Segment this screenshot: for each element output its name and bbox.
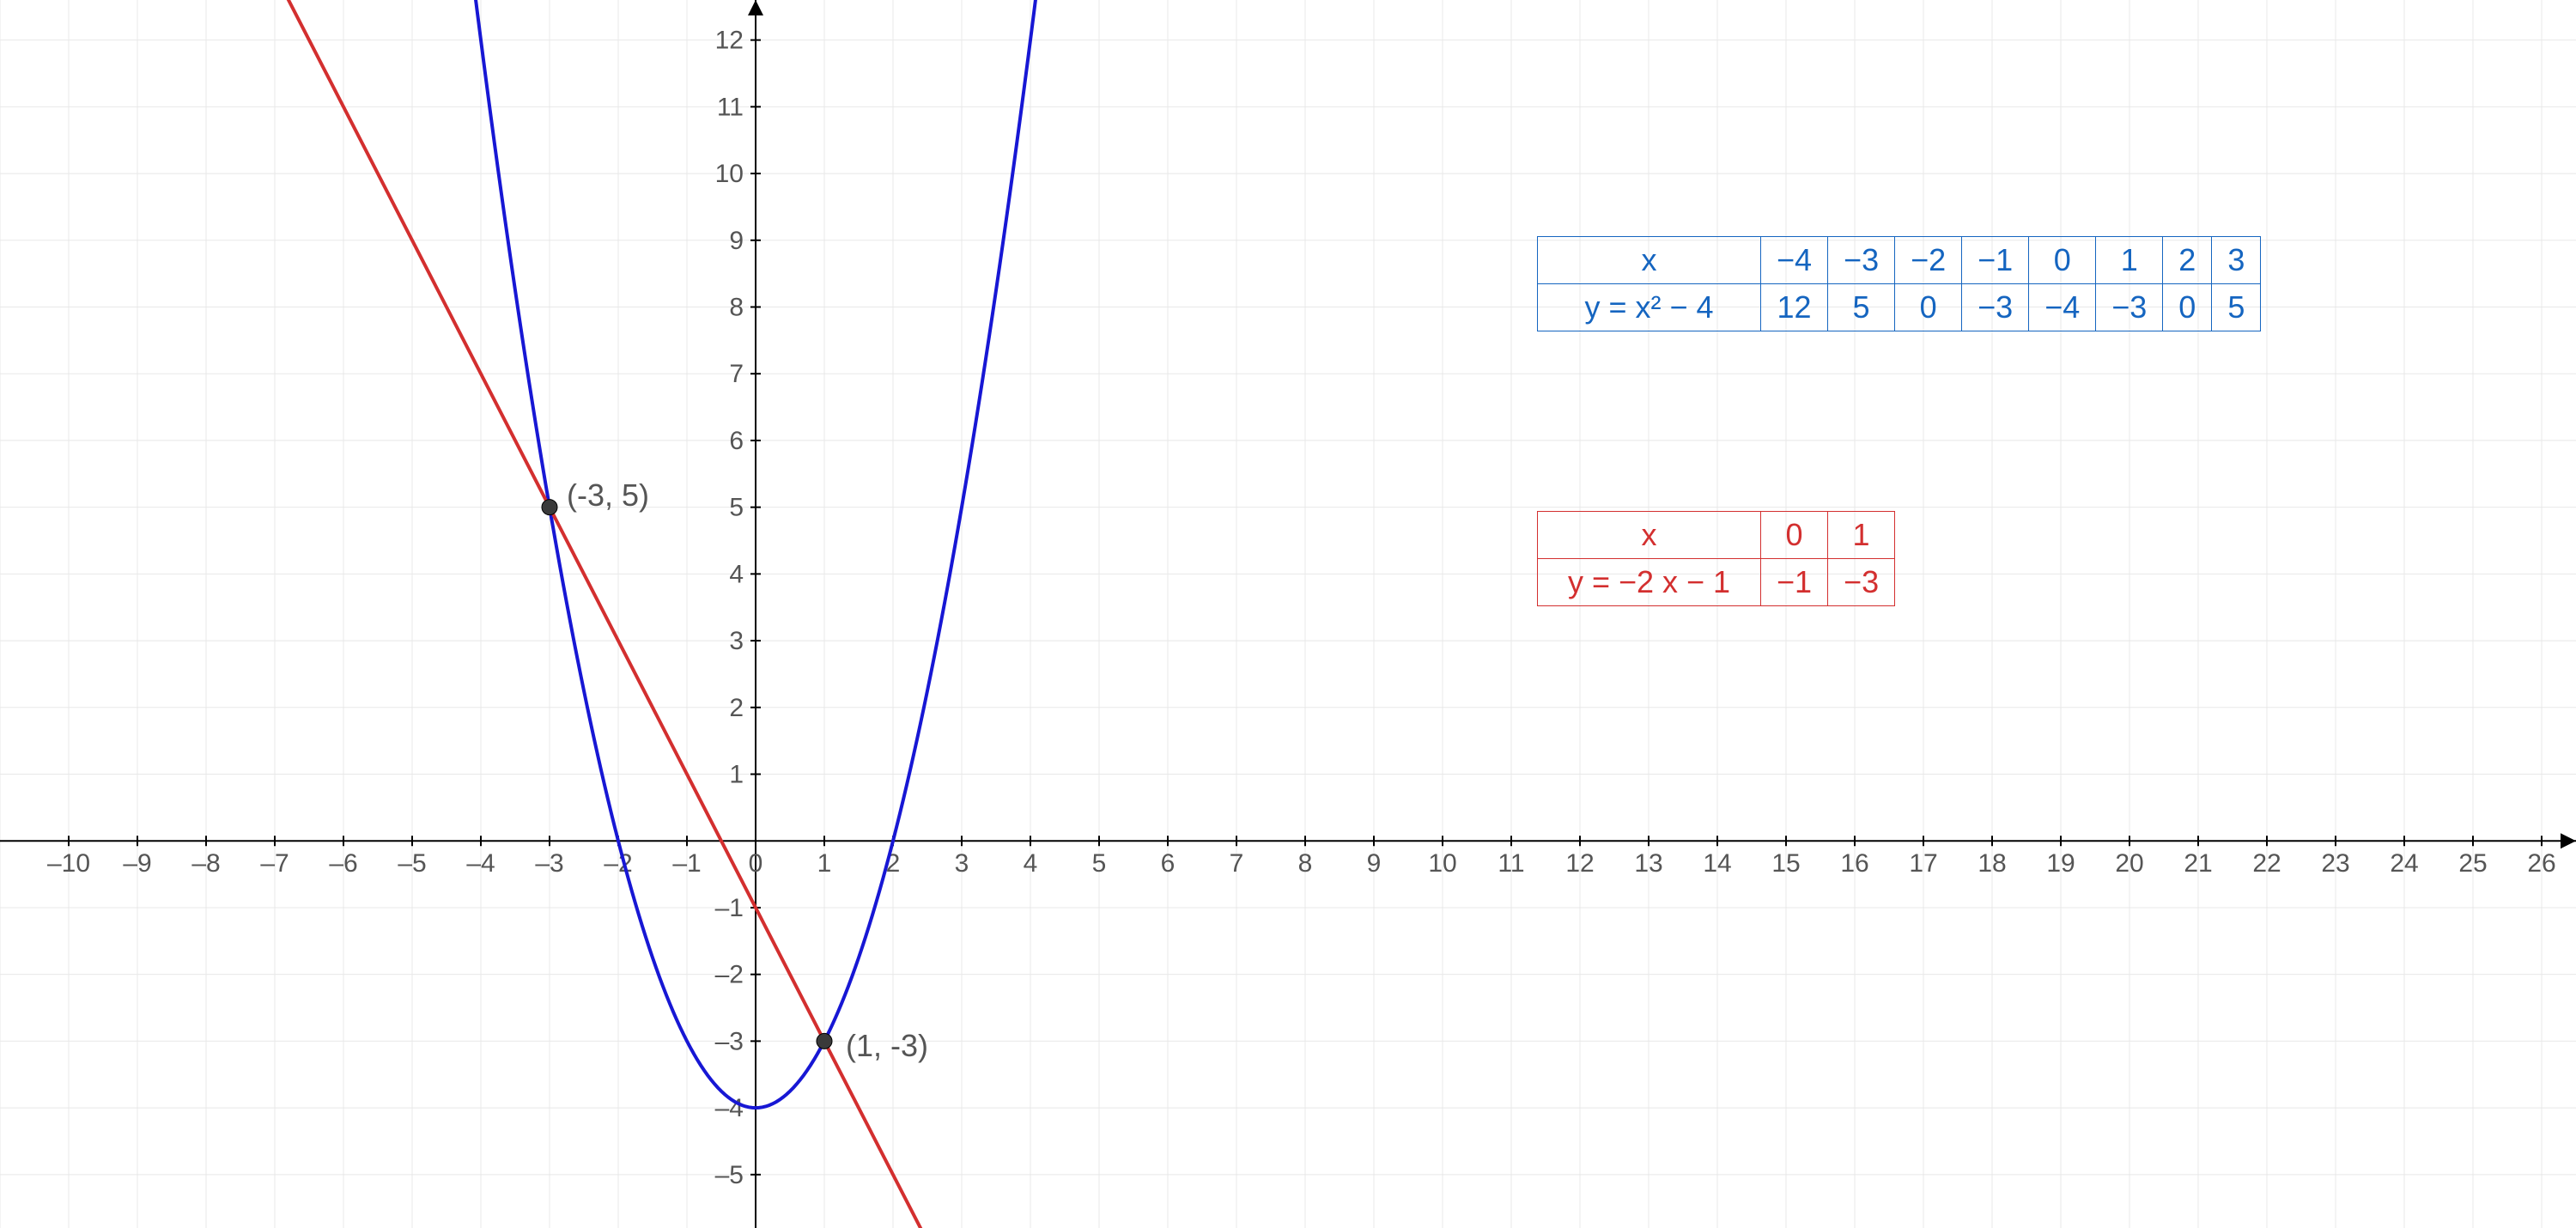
- table-x-value: −1: [1962, 237, 2029, 284]
- x-tick-label: –3: [535, 849, 563, 878]
- table-x-value: −4: [1761, 237, 1828, 284]
- coordinate-chart: –10–9–8–7–6–5–4–3–2–10123456789101112131…: [0, 0, 2576, 1228]
- x-tick-label: 19: [2046, 849, 2075, 878]
- x-tick-label: 24: [2390, 849, 2418, 878]
- table-y-value: 0: [1895, 284, 1962, 331]
- grid: [0, 0, 2576, 1228]
- y-tick-label: 8: [729, 294, 744, 322]
- x-tick-label: 20: [2115, 849, 2143, 878]
- table-row-label: y = −2 x − 1: [1538, 559, 1761, 606]
- table-x-value: 2: [2163, 237, 2212, 284]
- table-x-value: −3: [1828, 237, 1895, 284]
- x-tick-label: 21: [2184, 849, 2212, 878]
- table-y-value: 12: [1761, 284, 1828, 331]
- x-tick-label: –7: [260, 849, 289, 878]
- x-tick-label: –8: [191, 849, 220, 878]
- table-x-value: 0: [1761, 512, 1828, 559]
- x-tick-label: –4: [466, 849, 495, 878]
- intersection-point: [542, 500, 557, 515]
- line-table: x01 y = −2 x − 1−1−3: [1537, 511, 1895, 606]
- table-y-value: −3: [1962, 284, 2029, 331]
- intersection-point: [817, 1033, 832, 1049]
- x-tick-label: –9: [123, 849, 151, 878]
- table-x-value: −2: [1895, 237, 1962, 284]
- table-y-value: 5: [1828, 284, 1895, 331]
- x-tick-label: 7: [1230, 849, 1244, 878]
- y-tick-label: 6: [729, 427, 744, 455]
- parabola-value-table: x−4−3−2−10123y = x² − 41250−3−4−305: [1537, 236, 2261, 331]
- x-tick-label: 9: [1367, 849, 1382, 878]
- table-y-value: 5: [2212, 284, 2261, 331]
- x-tick-label: 14: [1703, 849, 1731, 878]
- axis-ticks: –10–9–8–7–6–5–4–3–2–10123456789101112131…: [47, 27, 2556, 1189]
- x-tick-label: 18: [1978, 849, 2006, 878]
- y-tick-label: 3: [729, 627, 744, 655]
- x-tick-label: –1: [672, 849, 701, 878]
- table-header-x: x: [1538, 237, 1761, 284]
- y-tick-label: –1: [715, 894, 744, 922]
- x-tick-label: 1: [817, 849, 832, 878]
- x-tick-label: 23: [2321, 849, 2349, 878]
- x-tick-label: 17: [1909, 849, 1937, 878]
- x-tick-label: 0: [749, 849, 763, 878]
- line-curve: [206, 0, 1099, 1228]
- y-tick-label: 1: [729, 761, 744, 789]
- chart-container: –10–9–8–7–6–5–4–3–2–10123456789101112131…: [0, 0, 2576, 1228]
- table-y-value: 0: [2163, 284, 2212, 331]
- x-tick-label: 3: [955, 849, 969, 878]
- x-tick-label: 12: [1565, 849, 1594, 878]
- table-y-value: −1: [1761, 559, 1828, 606]
- y-tick-label: 2: [729, 694, 744, 722]
- y-tick-label: –3: [715, 1027, 744, 1055]
- table-y-value: −4: [2029, 284, 2096, 331]
- y-tick-label: 7: [729, 360, 744, 388]
- y-tick-label: 12: [715, 27, 744, 55]
- x-tick-label: 5: [1092, 849, 1107, 878]
- x-tick-label: –6: [329, 849, 357, 878]
- y-tick-label: 11: [717, 93, 744, 121]
- table-x-value: 1: [1828, 512, 1895, 559]
- point-label: (-3, 5): [567, 477, 649, 514]
- x-tick-label: 4: [1024, 849, 1038, 878]
- table-x-value: 3: [2212, 237, 2261, 284]
- x-tick-label: 25: [2458, 849, 2487, 878]
- axes: [0, 0, 2576, 1228]
- parabola-table: x−4−3−2−10123y = x² − 41250−3−4−305: [1537, 236, 2261, 331]
- x-tick-label: –5: [398, 849, 426, 878]
- table-y-value: −3: [1828, 559, 1895, 606]
- x-tick-label: 8: [1298, 849, 1313, 878]
- table-y-value: −3: [2096, 284, 2163, 331]
- x-tick-label: 11: [1498, 849, 1524, 878]
- x-tick-label: –10: [47, 849, 90, 878]
- table-header-x: x: [1538, 512, 1761, 559]
- y-tick-label: 10: [715, 160, 744, 188]
- y-tick-label: 9: [729, 227, 744, 255]
- line-value-table: x01 y = −2 x − 1−1−3: [1537, 511, 1895, 606]
- table-x-value: 0: [2029, 237, 2096, 284]
- y-tick-label: 5: [729, 494, 744, 522]
- x-tick-label: 15: [1771, 849, 1800, 878]
- y-tick-label: 4: [729, 560, 744, 588]
- y-tick-label: –2: [715, 961, 744, 989]
- x-tick-label: 16: [1840, 849, 1868, 878]
- table-row-label: y = x² − 4: [1538, 284, 1761, 331]
- x-tick-label: 26: [2527, 849, 2555, 878]
- table-x-value: 1: [2096, 237, 2163, 284]
- x-tick-label: 10: [1428, 849, 1456, 878]
- point-label: (1, -3): [846, 1028, 928, 1064]
- y-tick-label: –5: [715, 1161, 744, 1189]
- x-tick-label: 6: [1161, 849, 1176, 878]
- x-tick-label: 22: [2252, 849, 2281, 878]
- x-tick-label: 13: [1634, 849, 1662, 878]
